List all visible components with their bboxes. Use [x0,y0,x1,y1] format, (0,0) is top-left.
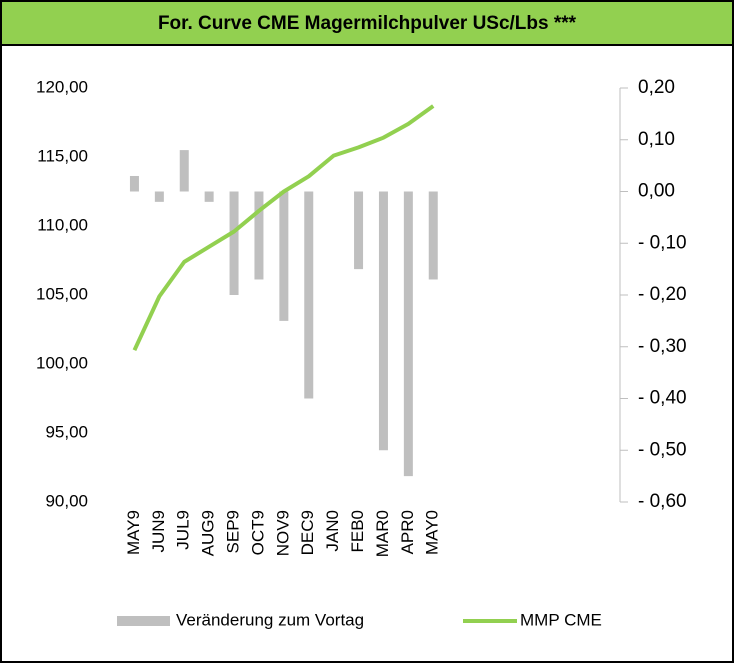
legend-label: MMP CME [520,610,602,629]
y2-tick-label: - 0,60 [638,491,687,512]
x-tick-label: NOV9 [273,510,292,556]
bar [354,191,364,270]
bar [378,191,388,451]
y2-tick-label: 0,20 [638,77,675,98]
x-tick-label: FEB0 [348,510,367,553]
y2-tick-label: - 0,10 [638,232,687,253]
y-tick-label: 95,00 [45,422,88,441]
title-bar [0,0,734,46]
x-tick-label: MAY9 [124,510,143,555]
y2-tick-label: - 0,20 [638,284,687,305]
bar [229,191,239,295]
x-tick-label: JUN9 [149,510,168,553]
y2-tick-label: 0,10 [638,129,675,150]
legend-label: Veränderung zum Vortag [176,610,364,629]
chart-title: For. Curve CME Magermilchpulver USc/Lbs … [158,13,577,34]
bar [279,191,289,321]
bar [129,175,139,192]
y-tick-label: 110,00 [37,215,88,234]
line [132,104,435,352]
y-tick-label: 100,00 [36,353,88,372]
bar [403,191,413,477]
y-tick-label: 105,00 [36,284,88,303]
legend-swatch [117,616,170,626]
x-tick-label: JUL9 [174,510,193,550]
bar [179,150,189,192]
y2-tick-label: - 0,50 [638,439,687,460]
y2-tick-label: 0,00 [638,181,675,202]
y2-tick-label: - 0,40 [638,388,687,409]
y-tick-label: 90,00 [45,491,88,510]
bar [428,191,438,280]
bar [304,191,314,399]
y-tick-label: 120,00 [36,77,88,96]
bar [204,191,214,202]
x-tick-label: APR0 [398,510,417,554]
x-tick-label: OCT9 [248,510,267,555]
x-tick-label: DEC9 [298,510,317,555]
y2-tick-label: - 0,30 [638,336,687,357]
x-tick-label: MAY0 [423,510,442,555]
y-tick-label: 115,00 [37,146,88,165]
bar [254,191,264,280]
bar [154,191,164,202]
x-tick-label: SEP9 [224,510,243,553]
x-tick-label: MAR0 [373,510,392,557]
x-tick-label: JAN0 [323,510,342,552]
x-tick-label: AUG9 [199,510,218,556]
